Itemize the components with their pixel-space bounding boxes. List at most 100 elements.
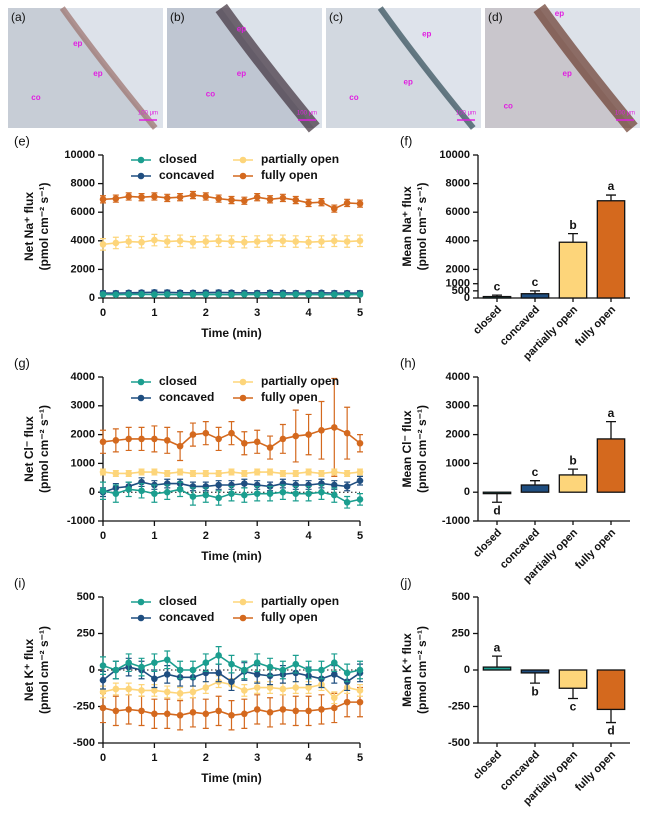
panel-label: (a) [11,10,26,24]
data-point [318,291,325,298]
data-point [190,709,197,716]
significance-letter: d [607,724,614,738]
x-axis-label: Time (min) [201,326,261,340]
legend-marker [138,379,145,386]
data-point [331,492,338,499]
bar [597,670,624,709]
legend-marker [240,395,247,402]
y-tick-label: 4000 [446,371,470,383]
bar [559,670,586,688]
data-point [280,489,287,496]
data-point [357,469,364,476]
legend-label: concaved [159,610,214,624]
legend-label: concaved [159,390,214,404]
data-point [254,291,261,298]
data-point [151,711,158,718]
y-tick-label: 8000 [71,178,95,190]
data-point [228,490,235,497]
data-point [215,652,222,659]
bar [483,492,510,493]
data-point [100,241,107,248]
y-tick-label: 2000 [71,429,95,441]
data-point [357,699,364,706]
data-point [331,238,338,245]
data-point [215,482,222,489]
bar [597,439,624,492]
data-point [331,291,338,298]
bar [559,475,586,492]
tissue-label: ep [93,69,102,78]
significance-letter: a [608,179,615,193]
y-tick-label: 500 [77,591,95,603]
data-point [190,431,197,438]
data-point [177,291,184,298]
legend-marker [138,615,145,622]
legend-label: closed [159,374,197,388]
data-point [138,239,145,246]
data-point [254,194,261,201]
data-point [215,470,222,477]
data-point [215,291,222,298]
data-point [215,195,222,202]
data-point [267,444,274,451]
data-point [190,192,197,199]
legend-marker [138,173,145,180]
bar [597,201,624,298]
data-point [164,195,171,202]
data-point [318,427,325,434]
data-point [190,689,197,696]
data-point [177,443,184,450]
y-tick-label: 3000 [71,400,95,412]
data-point [292,684,299,691]
legend-marker [138,395,145,402]
data-point [164,711,171,718]
significance-letter: a [494,640,501,654]
data-point [164,291,171,298]
data-point [113,240,120,247]
legend-label: fully open [261,168,318,182]
data-point [357,291,364,298]
data-point [241,197,248,204]
data-point [267,709,274,716]
data-point [215,495,222,502]
x-tick-label: 2 [203,530,209,542]
significance-letter: c [494,279,501,293]
panel-label: (g) [14,355,30,370]
tissue-label: co [206,90,215,99]
data-point [357,238,364,245]
data-point [100,469,107,476]
y-axis-label: Mean Na⁺ flux [400,186,414,267]
error-bar [568,688,578,698]
significance-letter: d [493,503,500,517]
data-point [203,291,210,298]
y-tick-label: 4000 [71,371,95,383]
panel-label: (f) [400,133,412,148]
panel-label: (h) [400,355,416,370]
data-point [203,711,210,718]
data-point [177,712,184,719]
data-point [164,656,171,663]
error-bar [492,656,502,667]
data-point [331,659,338,666]
y-tick-label: -500 [448,737,470,749]
data-point [151,291,158,298]
data-point [331,424,338,431]
y-tick-label: 250 [77,627,95,639]
data-point [177,238,184,245]
data-point [203,684,210,691]
legend-marker [138,599,145,606]
data-point [267,469,274,476]
legend-marker [138,157,145,164]
data-point [138,687,145,694]
error-bar [606,422,616,439]
bar [521,485,548,492]
legend-label: fully open [261,390,318,404]
scale-label: 100 μm [456,111,476,117]
data-point [357,687,364,694]
data-point [215,670,222,677]
data-point [125,470,132,477]
x-tick-label: 5 [357,752,363,764]
data-point [100,677,107,684]
tissue-label: co [349,93,358,102]
